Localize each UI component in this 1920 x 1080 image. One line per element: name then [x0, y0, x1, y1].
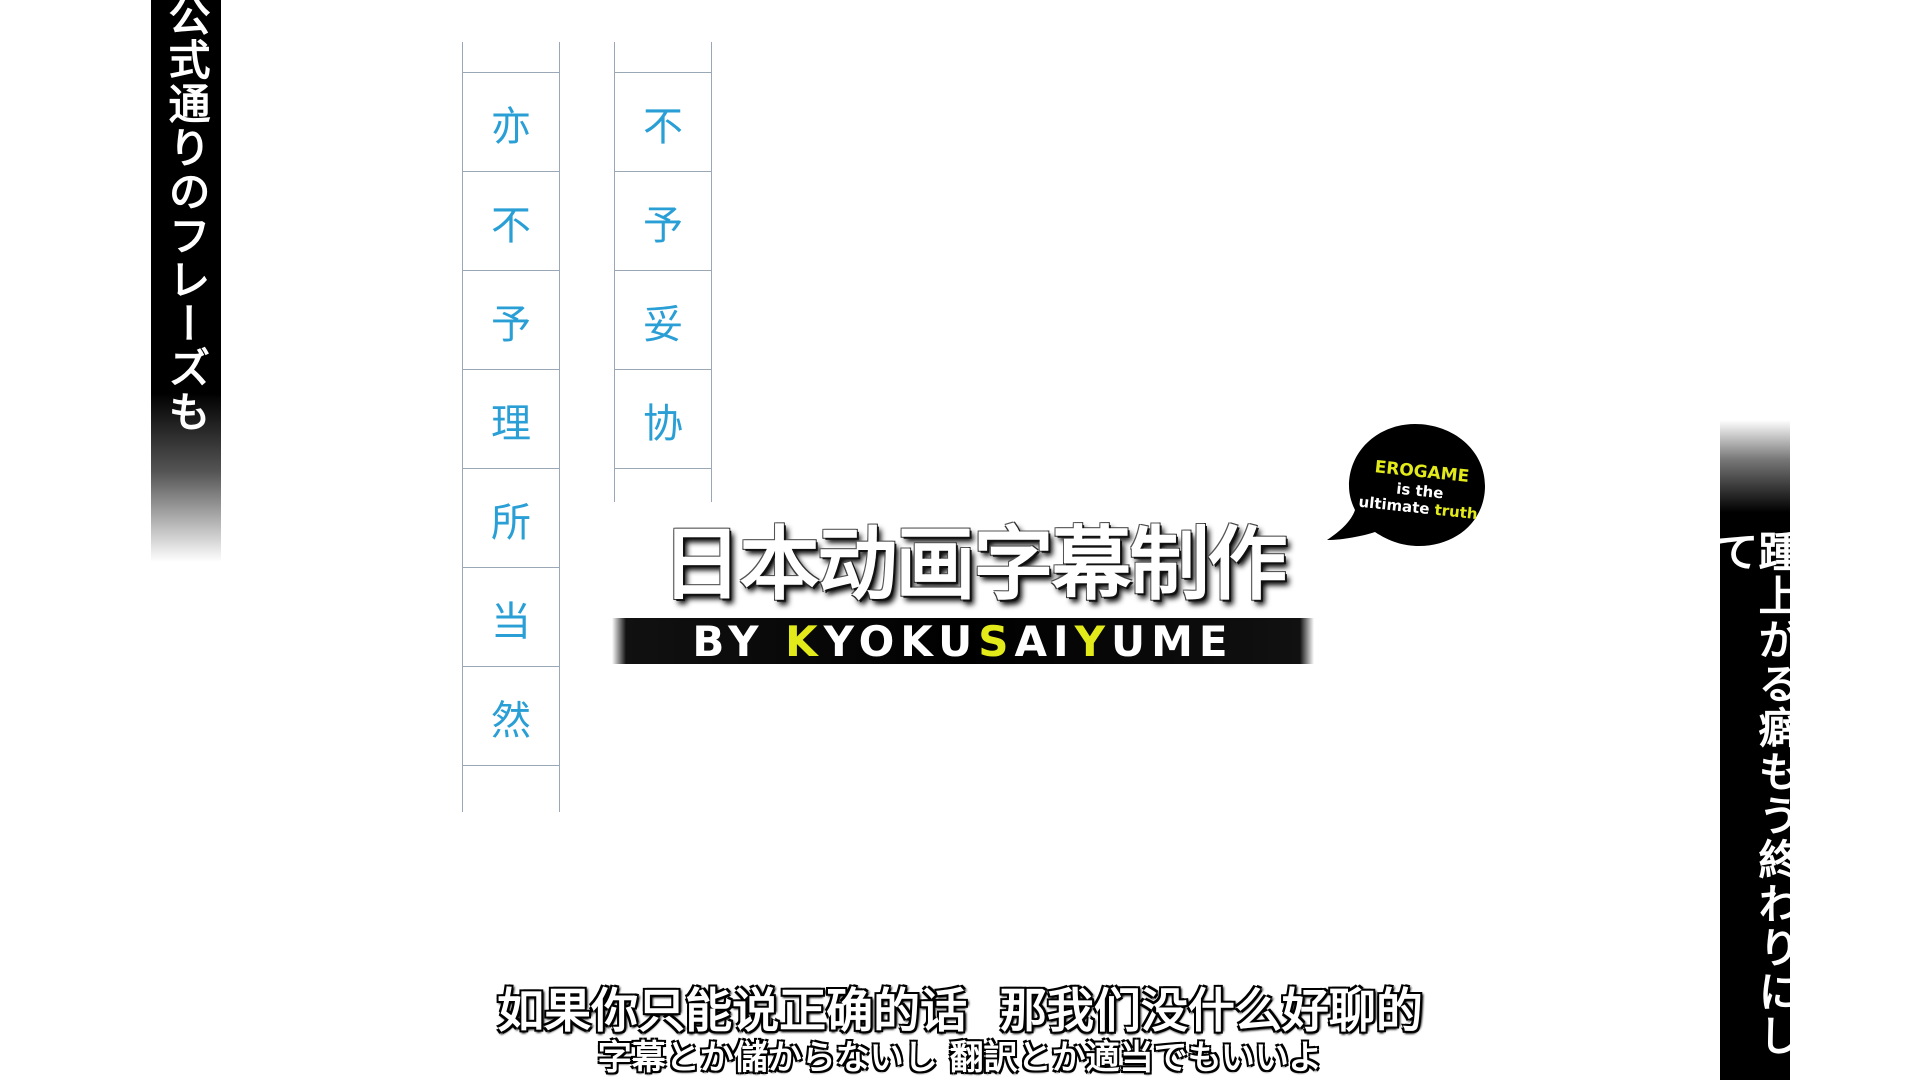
- speech-bubble-icon: [1327, 424, 1485, 546]
- column-a-divider: [463, 765, 559, 865]
- right-lyric-text: 踵上がる癖もう終わりにして: [1710, 530, 1801, 1058]
- subtitle-japanese: 字幕とか儲からないし 翻訳とか適当でもいいよ: [597, 1038, 1323, 1078]
- logo-part-yoku: YOKU: [823, 616, 979, 666]
- character-column-b: 不 予 妥 协: [614, 42, 712, 502]
- column-a-char: 理: [463, 369, 559, 469]
- subtitle-chinese: 如果你只能说正确的话 那我们没什么好聊的: [497, 984, 1423, 1039]
- left-lyric-text: 公式通りのフレーズも: [162, 0, 211, 434]
- logo-part-ume: UME: [1111, 616, 1234, 666]
- logo-letter-k: K: [785, 616, 824, 666]
- column-a-char: 当: [463, 567, 559, 667]
- column-b-char: 协: [615, 369, 711, 469]
- column-b-char: 予: [615, 171, 711, 271]
- logo-letter-s: S: [978, 616, 1015, 666]
- column-a-char: 予: [463, 270, 559, 370]
- logo-part-ai: AI: [1014, 616, 1075, 666]
- column-b-divider: [615, 468, 711, 568]
- logo-by: BY: [692, 616, 765, 666]
- column-a-char: 所: [463, 468, 559, 568]
- column-a-char: 不: [463, 171, 559, 271]
- column-b-char: 不: [615, 72, 711, 172]
- left-lyric-banner: 公式通りのフレーズも: [151, 0, 221, 562]
- column-a-char: 然: [463, 666, 559, 766]
- right-lyric-banner: 踵上がる癖もう終わりにして: [1710, 420, 1801, 1080]
- logo-title: 日本动画字幕制作: [661, 517, 1288, 611]
- column-b-char: 妥: [615, 270, 711, 370]
- logo-subtitle: BY KYOKUSAIYUME: [692, 617, 1233, 666]
- character-column-a: 亦 不 予 理 所 当 然: [462, 42, 560, 812]
- logo-letter-y: Y: [1074, 616, 1112, 666]
- column-a-char: 亦: [463, 72, 559, 172]
- logo-bar: BY KYOKUSAIYUME: [612, 617, 1314, 666]
